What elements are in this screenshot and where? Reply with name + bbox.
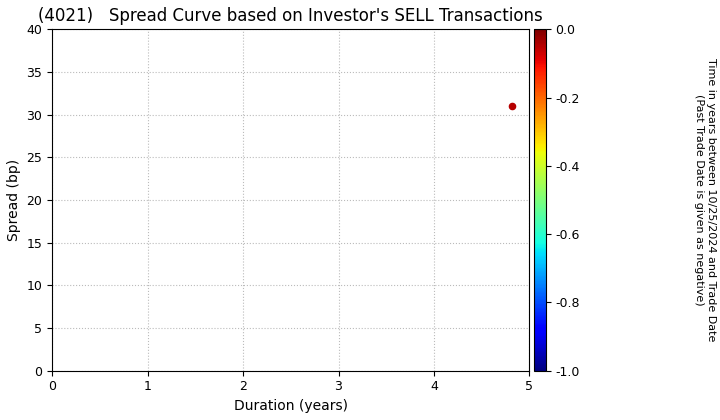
Title: (4021)   Spread Curve based on Investor's SELL Transactions: (4021) Spread Curve based on Investor's … — [38, 7, 543, 25]
Y-axis label: Time in years between 10/25/2024 and Trade Date
(Past Trade Date is given as neg: Time in years between 10/25/2024 and Tra… — [694, 58, 716, 342]
X-axis label: Duration (years): Duration (years) — [234, 399, 348, 413]
Point — [506, 103, 518, 110]
Y-axis label: Spread (bp): Spread (bp) — [7, 159, 21, 241]
